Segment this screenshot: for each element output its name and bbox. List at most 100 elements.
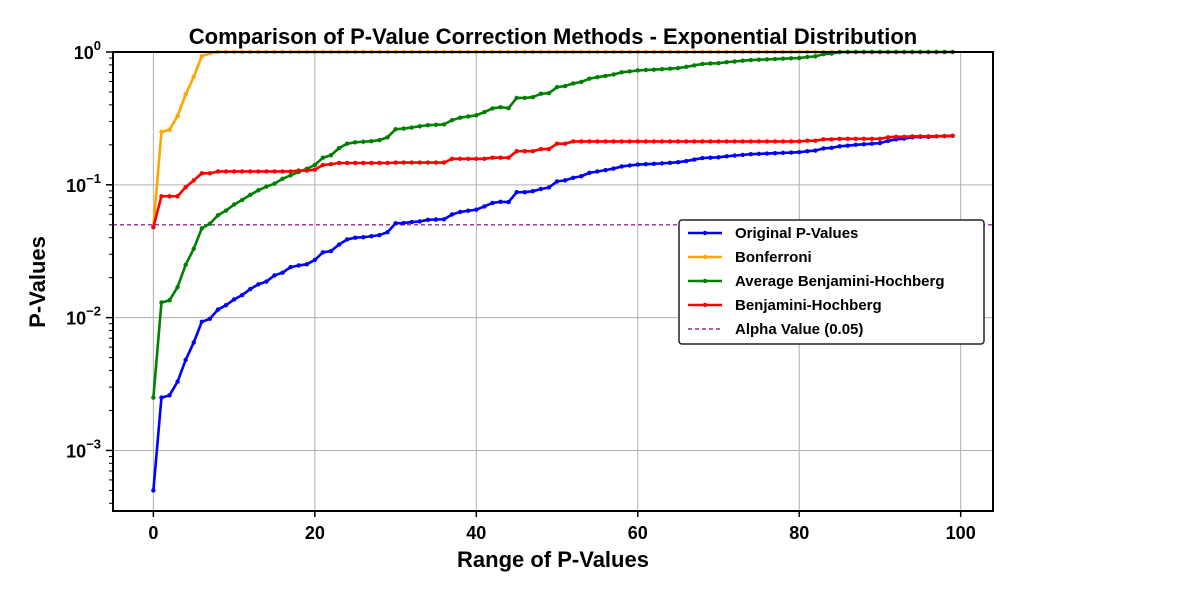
y-tick-label: 10−1 (66, 171, 101, 196)
data-point (829, 145, 834, 150)
legend-item-average-benjamini-hochberg: Average Benjamini-Hochberg (688, 273, 945, 290)
data-point (853, 136, 858, 142)
data-point (538, 91, 544, 96)
data-point (175, 194, 180, 199)
data-point (772, 56, 778, 62)
data-point (797, 55, 802, 61)
data-point (409, 219, 414, 225)
data-point (320, 155, 326, 160)
data-point (304, 168, 309, 173)
data-point (498, 155, 503, 160)
data-point (296, 263, 301, 268)
data-point (223, 208, 229, 213)
data-point (570, 81, 576, 86)
data-point (223, 169, 229, 174)
data-point (885, 138, 891, 144)
data-point (570, 175, 576, 180)
data-point (312, 257, 318, 263)
data-point (167, 393, 172, 398)
data-point (449, 212, 455, 217)
data-point (425, 123, 431, 128)
legend-item-bonferroni: Bonferroni (688, 249, 812, 266)
data-point (433, 217, 439, 222)
data-point (272, 181, 277, 186)
data-point (684, 158, 689, 164)
data-point (732, 139, 737, 144)
y-tick-label: 100 (74, 38, 101, 63)
data-point (199, 53, 205, 59)
data-point (336, 160, 342, 166)
data-point (417, 124, 422, 129)
data-point (377, 232, 382, 238)
data-point (425, 160, 431, 165)
data-point (684, 139, 689, 144)
data-point (425, 217, 431, 223)
data-point (506, 199, 511, 205)
data-point (546, 146, 552, 152)
data-point (724, 154, 729, 159)
legend-item-original-p-values: Original P-Values (688, 225, 858, 242)
series-layer (151, 49, 955, 493)
data-point (788, 56, 794, 61)
data-point (595, 139, 600, 144)
data-point (611, 166, 616, 171)
data-point (433, 122, 439, 128)
data-point (813, 138, 818, 143)
data-point (280, 169, 285, 174)
legend-label: Bonferroni (735, 249, 812, 266)
data-point (320, 250, 326, 255)
data-point (248, 286, 253, 292)
data-point (845, 136, 850, 142)
data-point (837, 136, 842, 142)
data-point (716, 155, 721, 160)
data-point (272, 273, 277, 278)
data-point (675, 160, 681, 165)
data-point (296, 168, 301, 173)
data-point (805, 54, 810, 60)
data-point (700, 61, 705, 67)
data-point (385, 160, 390, 166)
data-point (756, 151, 762, 157)
data-point (740, 58, 745, 63)
data-point (627, 139, 632, 144)
data-point (506, 155, 511, 160)
data-point (619, 164, 624, 169)
x-tick-label: 20 (305, 523, 325, 543)
data-point (369, 139, 374, 144)
data-point (401, 126, 406, 131)
data-point (667, 66, 673, 71)
chart-title: Comparison of P-Value Correction Methods… (189, 24, 918, 49)
data-point (280, 176, 285, 181)
data-point (159, 300, 164, 305)
data-point (183, 92, 188, 97)
data-point (175, 113, 180, 119)
data-point (215, 169, 221, 174)
data-point (934, 134, 939, 139)
legend-marker (702, 230, 708, 236)
data-point (587, 76, 592, 81)
data-point (199, 319, 205, 325)
data-point (207, 316, 213, 321)
data-point (643, 139, 649, 144)
data-point (554, 84, 560, 90)
data-point (223, 303, 229, 308)
data-point (336, 242, 342, 247)
data-point (724, 59, 729, 65)
data-point (248, 192, 253, 198)
legend-marker (702, 302, 708, 308)
data-point (611, 72, 616, 77)
data-point (239, 169, 245, 174)
data-point (191, 74, 196, 80)
data-point (441, 160, 447, 165)
data-point (675, 65, 681, 71)
data-point (651, 67, 657, 72)
data-point (845, 143, 850, 148)
data-point (401, 160, 406, 165)
data-point (579, 139, 584, 144)
x-axis-label: Range of P-Values (457, 547, 649, 572)
series-line (152, 134, 953, 228)
data-point (764, 151, 770, 156)
data-point (441, 122, 447, 127)
data-point (159, 194, 164, 199)
data-point (942, 133, 947, 139)
